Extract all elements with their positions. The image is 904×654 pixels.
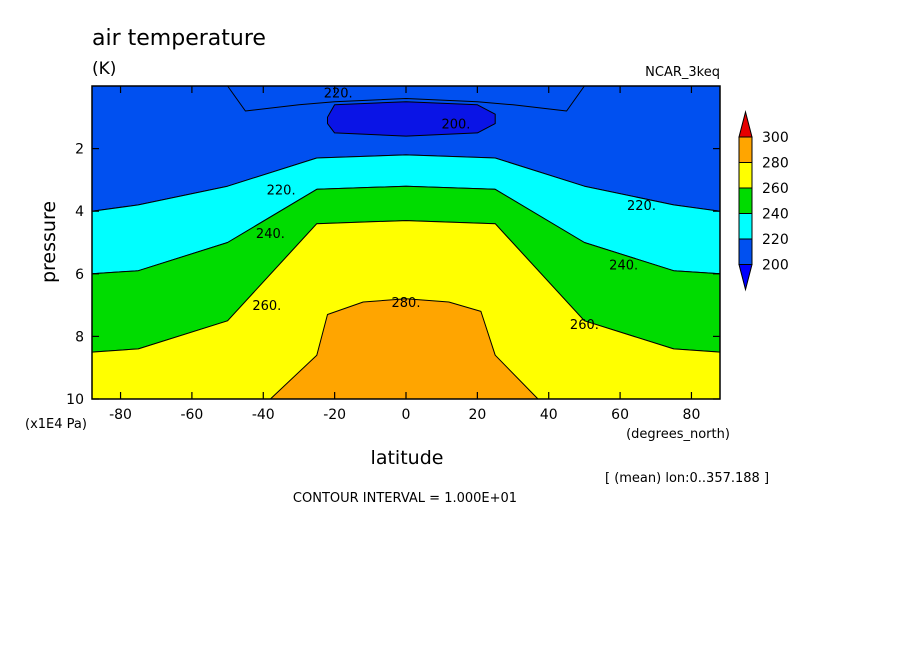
x-tick-label: 0	[402, 407, 411, 423]
x-tick-label: -60	[180, 407, 203, 423]
colorbar-label: 200	[762, 258, 789, 274]
y-tick-label: 10	[66, 392, 84, 408]
contour-label: 280.	[392, 296, 421, 311]
colorbar-bottom-arrow	[738, 264, 753, 292]
colorbar-segment	[738, 136, 753, 163]
plot-area: -80 -60 -40 -20 0 20 40 60 80 2 4 6 8 10 220. 200. 220. 2…	[66, 85, 721, 423]
contour-band-190-200	[327, 101, 496, 137]
x-axis-label: latitude	[371, 447, 444, 469]
average-note: [ (mean) lon:0..357.188 ]	[605, 471, 769, 486]
x-tick-label: 60	[611, 407, 629, 423]
x-tick-label: 40	[540, 407, 558, 423]
x-tick-label: 20	[468, 407, 486, 423]
colorbar-label: 220	[762, 232, 789, 248]
chart-units: (K)	[92, 59, 116, 79]
colorbar-label: 300	[762, 130, 789, 146]
contour-label: 200.	[441, 118, 470, 133]
x-tick-label: -20	[323, 407, 346, 423]
x-tick-label: -80	[109, 407, 132, 423]
contour-label: 220.	[627, 199, 656, 214]
y-axis-label: pressure	[38, 201, 60, 283]
y-tick-label: 6	[75, 267, 84, 283]
colorbar-segment	[738, 213, 753, 240]
contour-label: 240.	[256, 227, 285, 242]
colorbar: 300 280 260 240 220 200	[738, 110, 789, 292]
x-tick-label: 80	[683, 407, 701, 423]
contour-label: 240.	[609, 258, 638, 273]
colorbar-label: 260	[762, 181, 789, 197]
colorbar-segment	[738, 162, 753, 189]
contour-label: 220.	[324, 86, 353, 101]
y-axis-units: (x1E4 Pa)	[25, 417, 87, 432]
colorbar-label: 280	[762, 156, 789, 172]
x-axis-units: (degrees_north)	[626, 427, 730, 442]
x-tick-label: -40	[252, 407, 275, 423]
y-tick-label: 2	[75, 142, 84, 158]
contour-label: 220.	[267, 183, 296, 198]
contour-label: 260.	[252, 299, 281, 314]
colorbar-top-arrow	[738, 110, 753, 138]
contour-label: 260.	[570, 318, 599, 333]
contour-band-280-290	[269, 298, 539, 400]
contour-interval-note: CONTOUR INTERVAL = 1.000E+01	[293, 491, 517, 506]
colorbar-segment	[738, 238, 753, 265]
colorbar-segment	[738, 187, 753, 214]
chart-title: air temperature	[92, 26, 266, 51]
y-tick-label: 4	[75, 204, 84, 220]
colorbar-label: 240	[762, 207, 789, 223]
y-tick-label: 8	[75, 329, 84, 345]
dataset-label: NCAR_3keq	[645, 65, 720, 80]
